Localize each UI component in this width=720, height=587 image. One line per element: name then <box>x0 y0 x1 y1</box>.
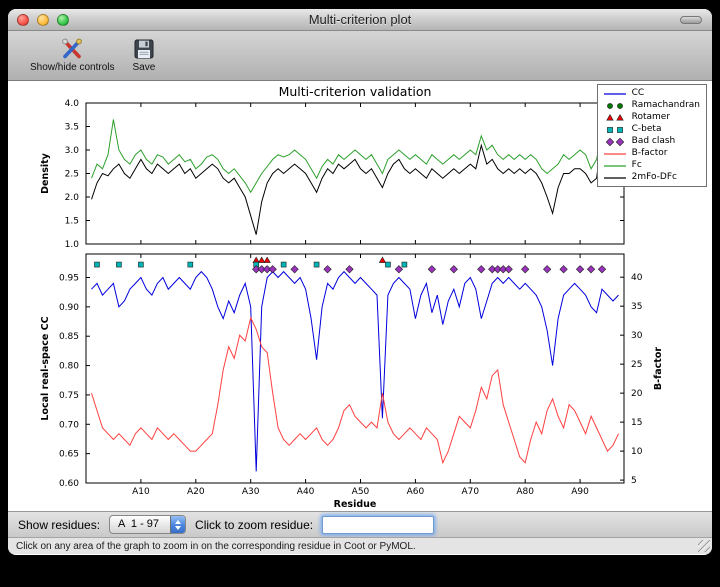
svg-text:20: 20 <box>631 389 643 399</box>
status-bar: Click on any area of the graph to zoom i… <box>8 537 712 554</box>
toolbar: Show/hide controls Save <box>8 31 712 81</box>
status-text: Click on any area of the graph to zoom i… <box>16 540 416 552</box>
svg-text:40: 40 <box>631 273 643 283</box>
svg-text:25: 25 <box>631 360 642 370</box>
svg-text:3.5: 3.5 <box>65 123 79 133</box>
legend-label: Bad clash <box>631 136 676 146</box>
svg-text:A70: A70 <box>461 487 479 497</box>
svg-text:A30: A30 <box>242 487 260 497</box>
svg-text:A40: A40 <box>297 487 315 497</box>
svg-text:Local real-space CC: Local real-space CC <box>40 316 51 420</box>
chart-svg[interactable]: Multi-criterion validation 1.0 1.5 2.0 2.5 3.… <box>8 81 712 511</box>
svg-text:B-factor: B-factor <box>653 347 664 390</box>
svg-text:0.95: 0.95 <box>59 273 79 283</box>
svg-text:4.0: 4.0 <box>65 99 80 109</box>
save-button[interactable]: Save <box>127 35 162 74</box>
svg-text:Multi-criterion validation: Multi-criterion validation <box>279 84 432 99</box>
close-button[interactable] <box>17 13 29 26</box>
legend-label: C-beta <box>631 124 662 134</box>
legend-entry: Fc <box>602 160 700 171</box>
svg-text:0.90: 0.90 <box>59 303 79 313</box>
legend-entry: CC <box>602 88 700 99</box>
svg-text:0.85: 0.85 <box>59 332 79 342</box>
svg-text:15: 15 <box>631 418 642 428</box>
svg-text:2.0: 2.0 <box>65 193 80 203</box>
zoom-button[interactable] <box>57 13 69 26</box>
zoom-residue-input[interactable] <box>322 515 435 534</box>
tool-label: Save <box>132 62 156 73</box>
legend-entry: B-factor <box>602 148 700 159</box>
svg-text:A20: A20 <box>187 487 205 497</box>
titlebar[interactable]: Multi-criterion plot <box>8 9 712 31</box>
svg-text:Density: Density <box>40 152 51 194</box>
show-hide-controls-button[interactable]: Show/hide controls <box>24 35 121 74</box>
svg-text:A60: A60 <box>407 487 425 497</box>
legend-label: 2mFo-DFc <box>631 172 677 182</box>
traffic-lights <box>17 13 69 26</box>
svg-text:A50: A50 <box>352 487 370 497</box>
legend-entry: 2mFo-DFc <box>602 172 700 183</box>
svg-text:30: 30 <box>631 331 643 341</box>
svg-text:0.65: 0.65 <box>59 450 79 460</box>
toolbar-toggle-button[interactable] <box>680 16 702 24</box>
svg-text:0.70: 0.70 <box>59 420 79 430</box>
legend-label: Ramachandran <box>631 100 700 110</box>
chart-legend: CC Ramachandran Rotamer C-beta Bad clash B-fa… <box>596 84 707 187</box>
svg-text:2.5: 2.5 <box>65 170 79 180</box>
svg-text:1.5: 1.5 <box>65 217 79 227</box>
svg-text:0.80: 0.80 <box>59 362 79 372</box>
popup-stepper-icon <box>170 516 186 533</box>
svg-text:0.75: 0.75 <box>59 391 79 401</box>
multi-criterion-plot-window: Multi-criterion plot Show/hide controls <box>8 9 712 555</box>
legend-label: CC <box>631 88 645 98</box>
zoom-residue-label: Click to zoom residue: <box>195 517 314 532</box>
svg-text:10: 10 <box>631 447 643 457</box>
svg-text:A80: A80 <box>516 487 534 497</box>
svg-text:35: 35 <box>631 302 642 312</box>
svg-text:1.0: 1.0 <box>65 240 80 250</box>
legend-entry: Ramachandran <box>602 100 700 111</box>
residue-range-select[interactable]: A 1 - 97 <box>109 515 187 534</box>
window-title: Multi-criterion plot <box>308 12 412 27</box>
controls-bar: Show residues: A 1 - 97 Click to zoom re… <box>8 511 712 537</box>
save-icon <box>133 36 155 62</box>
legend-entry: C-beta <box>602 124 700 135</box>
legend-entry: Bad clash <box>602 136 700 147</box>
legend-label: Rotamer <box>631 112 671 122</box>
svg-text:0.60: 0.60 <box>59 479 79 489</box>
show-residues-label: Show residues: <box>18 517 101 532</box>
legend-label: Fc <box>631 160 642 170</box>
residue-range-value: A 1 - 97 <box>118 518 160 530</box>
svg-text:Residue: Residue <box>334 499 377 510</box>
svg-text:A10: A10 <box>132 487 150 497</box>
resize-grip[interactable] <box>698 540 710 552</box>
tools-icon <box>60 36 84 62</box>
minimize-button[interactable] <box>37 13 49 26</box>
legend-entry: Rotamer <box>602 112 700 123</box>
tool-label: Show/hide controls <box>30 62 115 73</box>
svg-text:A90: A90 <box>571 487 589 497</box>
svg-text:5: 5 <box>631 476 637 486</box>
plot-canvas[interactable]: Multi-criterion validation 1.0 1.5 2.0 2.5 3.… <box>8 81 712 511</box>
svg-text:3.0: 3.0 <box>65 146 80 156</box>
legend-label: B-factor <box>631 148 668 158</box>
